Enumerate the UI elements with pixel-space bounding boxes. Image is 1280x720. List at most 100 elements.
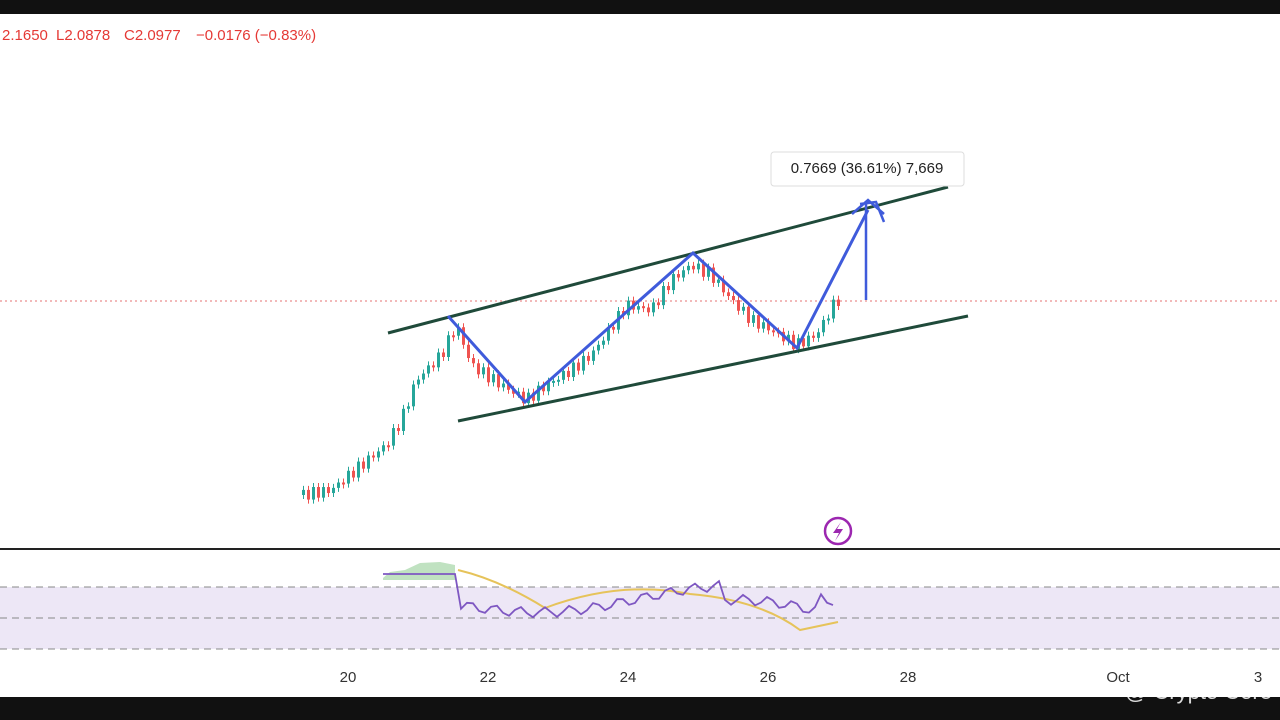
candles [302,259,840,504]
candle [592,350,595,361]
candle [397,428,400,431]
candle [567,370,570,378]
x-label: 3 [1254,669,1262,686]
x-label: 20 [340,669,357,686]
candle [682,270,685,278]
x-label: Oct [1106,669,1130,686]
candle [607,326,610,341]
candle [572,362,575,378]
candle [692,265,695,270]
rsi-ma [457,569,839,632]
zigzag [446,209,870,405]
candle [772,330,775,333]
candle [372,455,375,458]
x-label: 26 [760,669,777,686]
candle [817,332,820,338]
candle [717,279,720,283]
candle [582,355,585,371]
candle [437,352,440,368]
candle [387,445,390,448]
candle [427,365,430,374]
candle [332,487,335,494]
candle [302,489,305,495]
candle [392,428,395,446]
candle [522,391,525,404]
candle [417,379,420,385]
candle [637,306,640,310]
rsi-line [383,573,834,619]
candle [412,384,415,407]
candle [512,389,515,394]
candle [352,470,355,478]
candle [547,381,550,392]
candle [337,482,340,488]
candle [732,296,735,301]
candle [662,286,665,306]
candle [432,365,435,368]
candle [687,265,690,271]
candle [487,367,490,383]
ohlc-header: 2.1650 L2.0878 C2.0977 −0.0176 (−0.83%) [2,27,316,44]
x-axis: 20 22 24 26 28 Oct 3 [340,669,1263,686]
candle [722,279,725,293]
candle [382,445,385,452]
candle [822,319,825,333]
candle [472,358,475,364]
candle [627,300,630,316]
x-label: 28 [900,669,917,686]
candle [322,487,325,498]
measure-label: 0.7669 (36.61%) 7,669 [791,160,944,177]
candle [737,300,740,311]
low: L2.0878 [56,27,110,44]
candle [802,338,805,347]
candle [612,326,615,330]
candle [562,370,565,380]
measure-box [770,151,965,187]
x-label: 24 [620,669,637,686]
candle [712,267,715,283]
candle [697,263,700,270]
candle [672,274,675,291]
candle [477,363,480,375]
candle [482,367,485,375]
candle [552,380,555,383]
top-bar [0,0,1280,14]
candle [422,373,425,380]
candle [447,335,450,357]
candle [602,340,605,345]
candle [647,307,650,313]
candle [727,292,730,297]
candle [767,322,770,331]
candle [537,385,540,401]
candle [402,408,405,431]
candle [752,315,755,323]
candle [587,355,590,361]
candle [807,335,810,347]
watermark: @ Crypto Core [1125,679,1272,704]
candle [467,344,470,359]
candle [702,263,705,277]
candle [652,302,655,313]
close: C2.0977 [124,27,181,44]
candle [347,470,350,484]
candle [497,374,500,388]
candle [342,482,345,485]
candle [762,322,765,329]
x-label: 22 [480,669,497,686]
candle [667,286,670,291]
candle [327,487,330,494]
candle [812,335,815,338]
candle [827,318,830,321]
candle [367,455,370,469]
change: −0.0176 (−0.83%) [196,27,316,44]
candle [312,487,315,500]
candle [677,274,680,278]
candle [307,489,310,500]
channel-upper [387,185,949,335]
candle [707,267,710,277]
candle [462,327,465,345]
arrow [851,198,886,300]
candle [837,299,840,306]
candle [492,374,495,383]
